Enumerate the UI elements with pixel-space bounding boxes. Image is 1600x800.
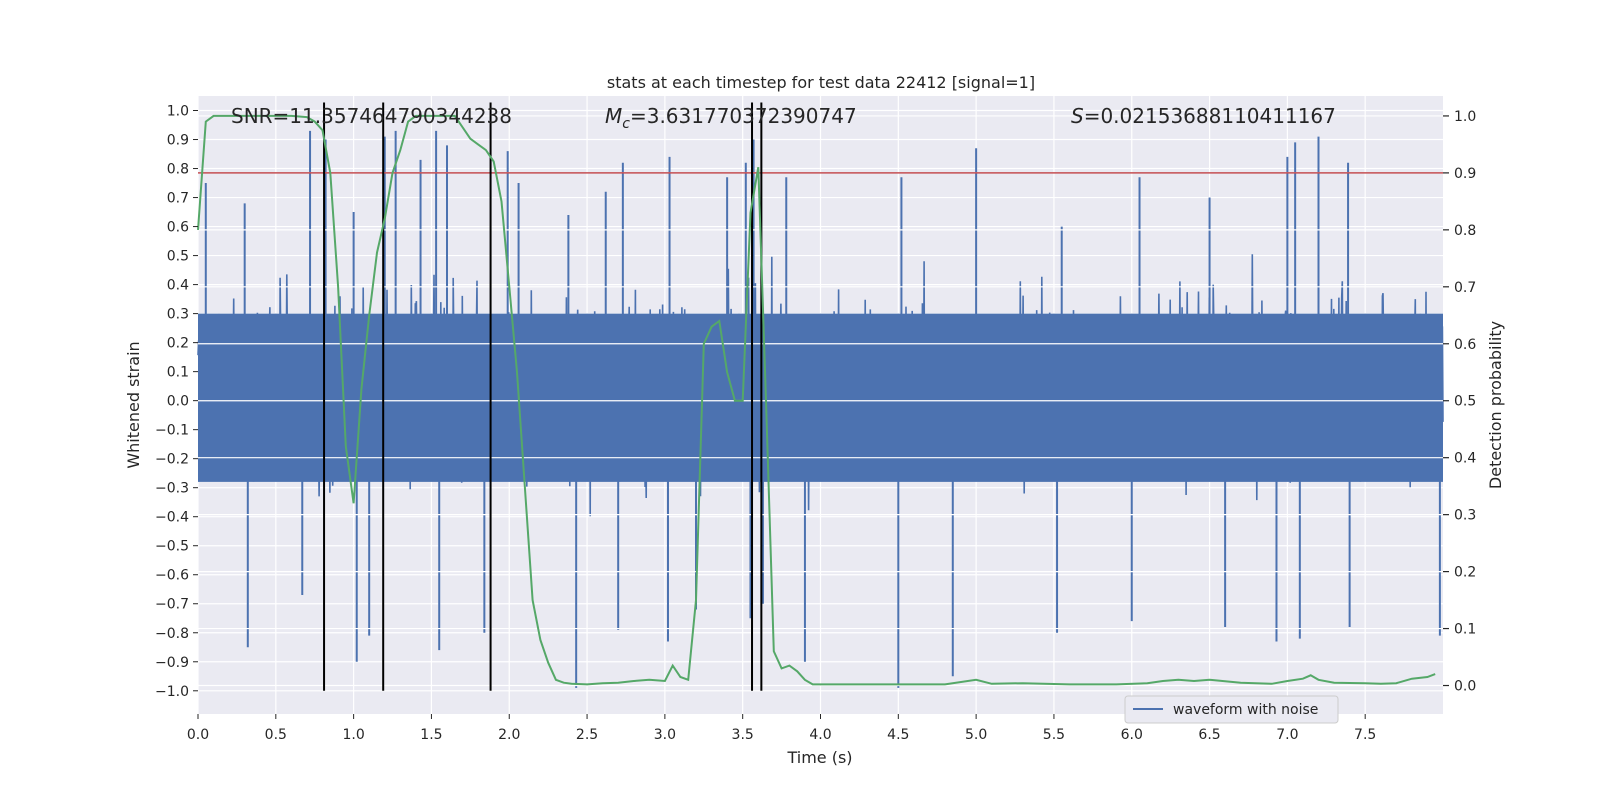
- s-value: =0.02153688110411167: [1084, 104, 1336, 128]
- x-tick-label-5: 2.5: [576, 727, 598, 743]
- s-symbol: S: [1071, 104, 1084, 128]
- mc-symbol: M: [605, 104, 622, 128]
- right-tick-label-4: 0.6: [1454, 337, 1476, 353]
- detection-probability-line: [197, 114, 1436, 686]
- x-tick-label-10: 5.0: [965, 727, 987, 743]
- left-tick-label-16: −0.6: [155, 568, 189, 584]
- left-tick-label-14: −0.4: [155, 510, 189, 526]
- vertical-lines: [323, 102, 763, 691]
- legend: waveform with noise: [1124, 695, 1339, 724]
- x-tick-label-2: 1.0: [342, 727, 364, 743]
- right-tick-label-9: 0.1: [1454, 622, 1476, 638]
- right-tick-label-6: 0.4: [1454, 451, 1476, 467]
- left-tick-label-15: −0.5: [155, 539, 189, 555]
- x-tick-label-8: 4.0: [809, 727, 831, 743]
- left-tick-label-19: −0.9: [155, 655, 189, 671]
- left-tick-label-11: −0.1: [155, 423, 189, 439]
- legend-label-waveform: waveform with noise: [1173, 702, 1318, 718]
- left-tick-label-0: 1.0: [167, 104, 189, 120]
- x-tick-label-11: 5.5: [1043, 727, 1065, 743]
- x-tick-label-6: 3.0: [654, 727, 676, 743]
- mc-value: =3.631770372390747: [630, 104, 857, 128]
- right-tick-label-3: 0.7: [1454, 280, 1476, 296]
- snr-annotation: SNR=11.357464790344238: [231, 104, 512, 128]
- x-tick-label-3: 1.5: [420, 727, 442, 743]
- right-tick-label-10: 0.0: [1454, 679, 1476, 695]
- left-tick-label-1: 0.9: [167, 133, 189, 149]
- x-axis-label: Time (s): [786, 748, 852, 767]
- right-tick-label-8: 0.2: [1454, 565, 1476, 581]
- right-tick-label-0: 1.0: [1454, 109, 1476, 125]
- detection-probability-series: [197, 114, 1436, 686]
- left-tick-label-18: −0.8: [155, 626, 189, 642]
- left-tick-label-7: 0.3: [167, 307, 189, 323]
- right-tick-label-7: 0.3: [1454, 508, 1476, 524]
- left-tick-label-20: −1.0: [155, 684, 189, 700]
- x-tick-label-4: 2.0: [498, 727, 520, 743]
- waveform-with-noise-series: [197, 115, 1444, 688]
- left-tick-label-6: 0.4: [167, 278, 189, 294]
- x-tick-label-7: 3.5: [732, 727, 754, 743]
- mc-subscript: c: [622, 116, 630, 132]
- left-tick-label-17: −0.7: [155, 597, 189, 613]
- left-tick-label-8: 0.2: [167, 336, 189, 352]
- x-tick-label-12: 6.0: [1121, 727, 1143, 743]
- mc-annotation: Mc=3.631770372390747: [605, 104, 857, 132]
- right-tick-label-2: 0.8: [1454, 223, 1476, 239]
- left-tick-label-4: 0.6: [167, 220, 189, 236]
- right-tick-label-1: 0.9: [1454, 166, 1476, 182]
- left-tick-label-13: −0.3: [155, 481, 189, 497]
- left-axis-ticks: 1.0 0.9 0.8 0.7 0.6 0.5 0.4 0.3 0.2 0.1 0.0 −0.1 −0.…: [155, 104, 198, 700]
- x-tick-label-1: 0.5: [265, 727, 287, 743]
- left-tick-label-9: 0.1: [167, 365, 189, 381]
- left-axis-label: Whitened strain: [124, 341, 143, 468]
- s-annotation: S=0.02153688110411167: [1071, 104, 1336, 128]
- waveform-band: [198, 313, 1443, 482]
- x-axis-ticks: 0.0 0.5 1.0 1.5 2.0 2.5 3.0 3.5 4.0 4.5 5.0 5.5 6.0 6…: [187, 714, 1376, 743]
- right-axis-label: Detection probability: [1486, 321, 1505, 489]
- left-tick-label-5: 0.5: [167, 249, 189, 265]
- left-tick-label-2: 0.8: [167, 162, 189, 178]
- right-tick-label-5: 0.5: [1454, 394, 1476, 410]
- left-tick-label-10: 0.0: [167, 394, 189, 410]
- x-tick-label-9: 4.5: [887, 727, 909, 743]
- x-tick-label-14: 7.0: [1276, 727, 1298, 743]
- x-tick-label-13: 6.5: [1198, 727, 1220, 743]
- x-tick-label-0: 0.0: [187, 727, 209, 743]
- right-axis-ticks: 1.0 0.9 0.8 0.7 0.6 0.5 0.4 0.3 0.2 0.1 0.0: [1443, 109, 1476, 695]
- legend-box: [1124, 695, 1339, 724]
- left-tick-label-12: −0.2: [155, 452, 189, 468]
- chart-title: stats at each timestep for test data 224…: [607, 73, 1035, 92]
- left-tick-label-3: 0.7: [167, 191, 189, 207]
- x-tick-label-15: 7.5: [1354, 727, 1376, 743]
